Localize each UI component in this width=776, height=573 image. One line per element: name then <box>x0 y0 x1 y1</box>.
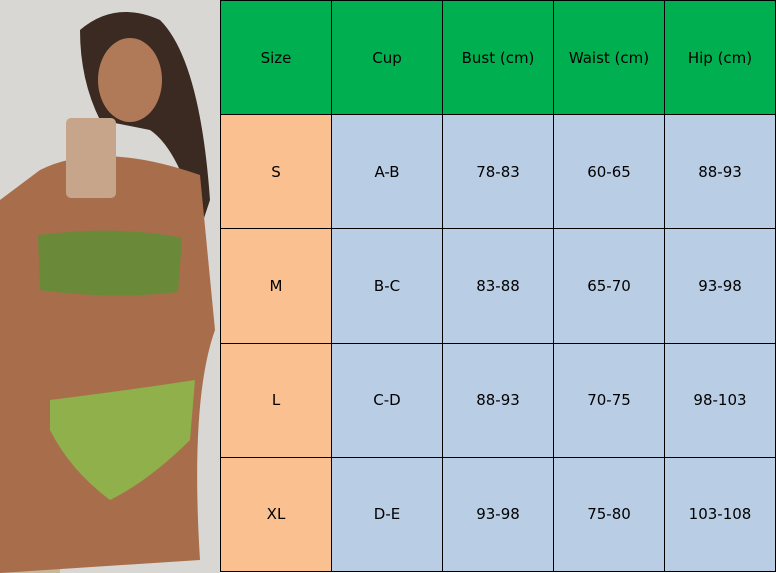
hip-cell: 93-98 <box>664 228 776 344</box>
bust-cell: 78-83 <box>442 114 554 230</box>
header-waist: Waist (cm) <box>553 0 665 116</box>
table-row: S A-B 78-83 60-65 88-93 <box>220 114 776 230</box>
size-cell: XL <box>220 456 332 573</box>
size-chart-table: Size Cup Bust (cm) Waist (cm) Hip (cm) S… <box>220 0 776 573</box>
table-row: L C-D 88-93 70-75 98-103 <box>220 342 776 458</box>
hip-cell: 88-93 <box>664 114 776 230</box>
header-cup: Cup <box>331 0 443 116</box>
cup-cell: A-B <box>331 114 443 230</box>
bust-cell: 93-98 <box>442 456 554 573</box>
size-cell: S <box>220 114 332 230</box>
header-hip: Hip (cm) <box>664 0 776 116</box>
bust-cell: 83-88 <box>442 228 554 344</box>
hip-cell: 103-108 <box>664 456 776 573</box>
size-cell: M <box>220 228 332 344</box>
model-photo <box>0 0 220 573</box>
cup-cell: D-E <box>331 456 443 573</box>
table-row: M B-C 83-88 65-70 93-98 <box>220 228 776 344</box>
waist-cell: 65-70 <box>553 228 665 344</box>
hip-cell: 98-103 <box>664 342 776 458</box>
header-size: Size <box>220 0 332 116</box>
waist-cell: 75-80 <box>553 456 665 573</box>
cup-cell: B-C <box>331 228 443 344</box>
header-bust: Bust (cm) <box>442 0 554 116</box>
cup-cell: C-D <box>331 342 443 458</box>
size-cell: L <box>220 342 332 458</box>
waist-cell: 60-65 <box>553 114 665 230</box>
table-header-row: Size Cup Bust (cm) Waist (cm) Hip (cm) <box>220 0 776 116</box>
table-row: XL D-E 93-98 75-80 103-108 <box>220 456 776 573</box>
bust-cell: 88-93 <box>442 342 554 458</box>
waist-cell: 70-75 <box>553 342 665 458</box>
